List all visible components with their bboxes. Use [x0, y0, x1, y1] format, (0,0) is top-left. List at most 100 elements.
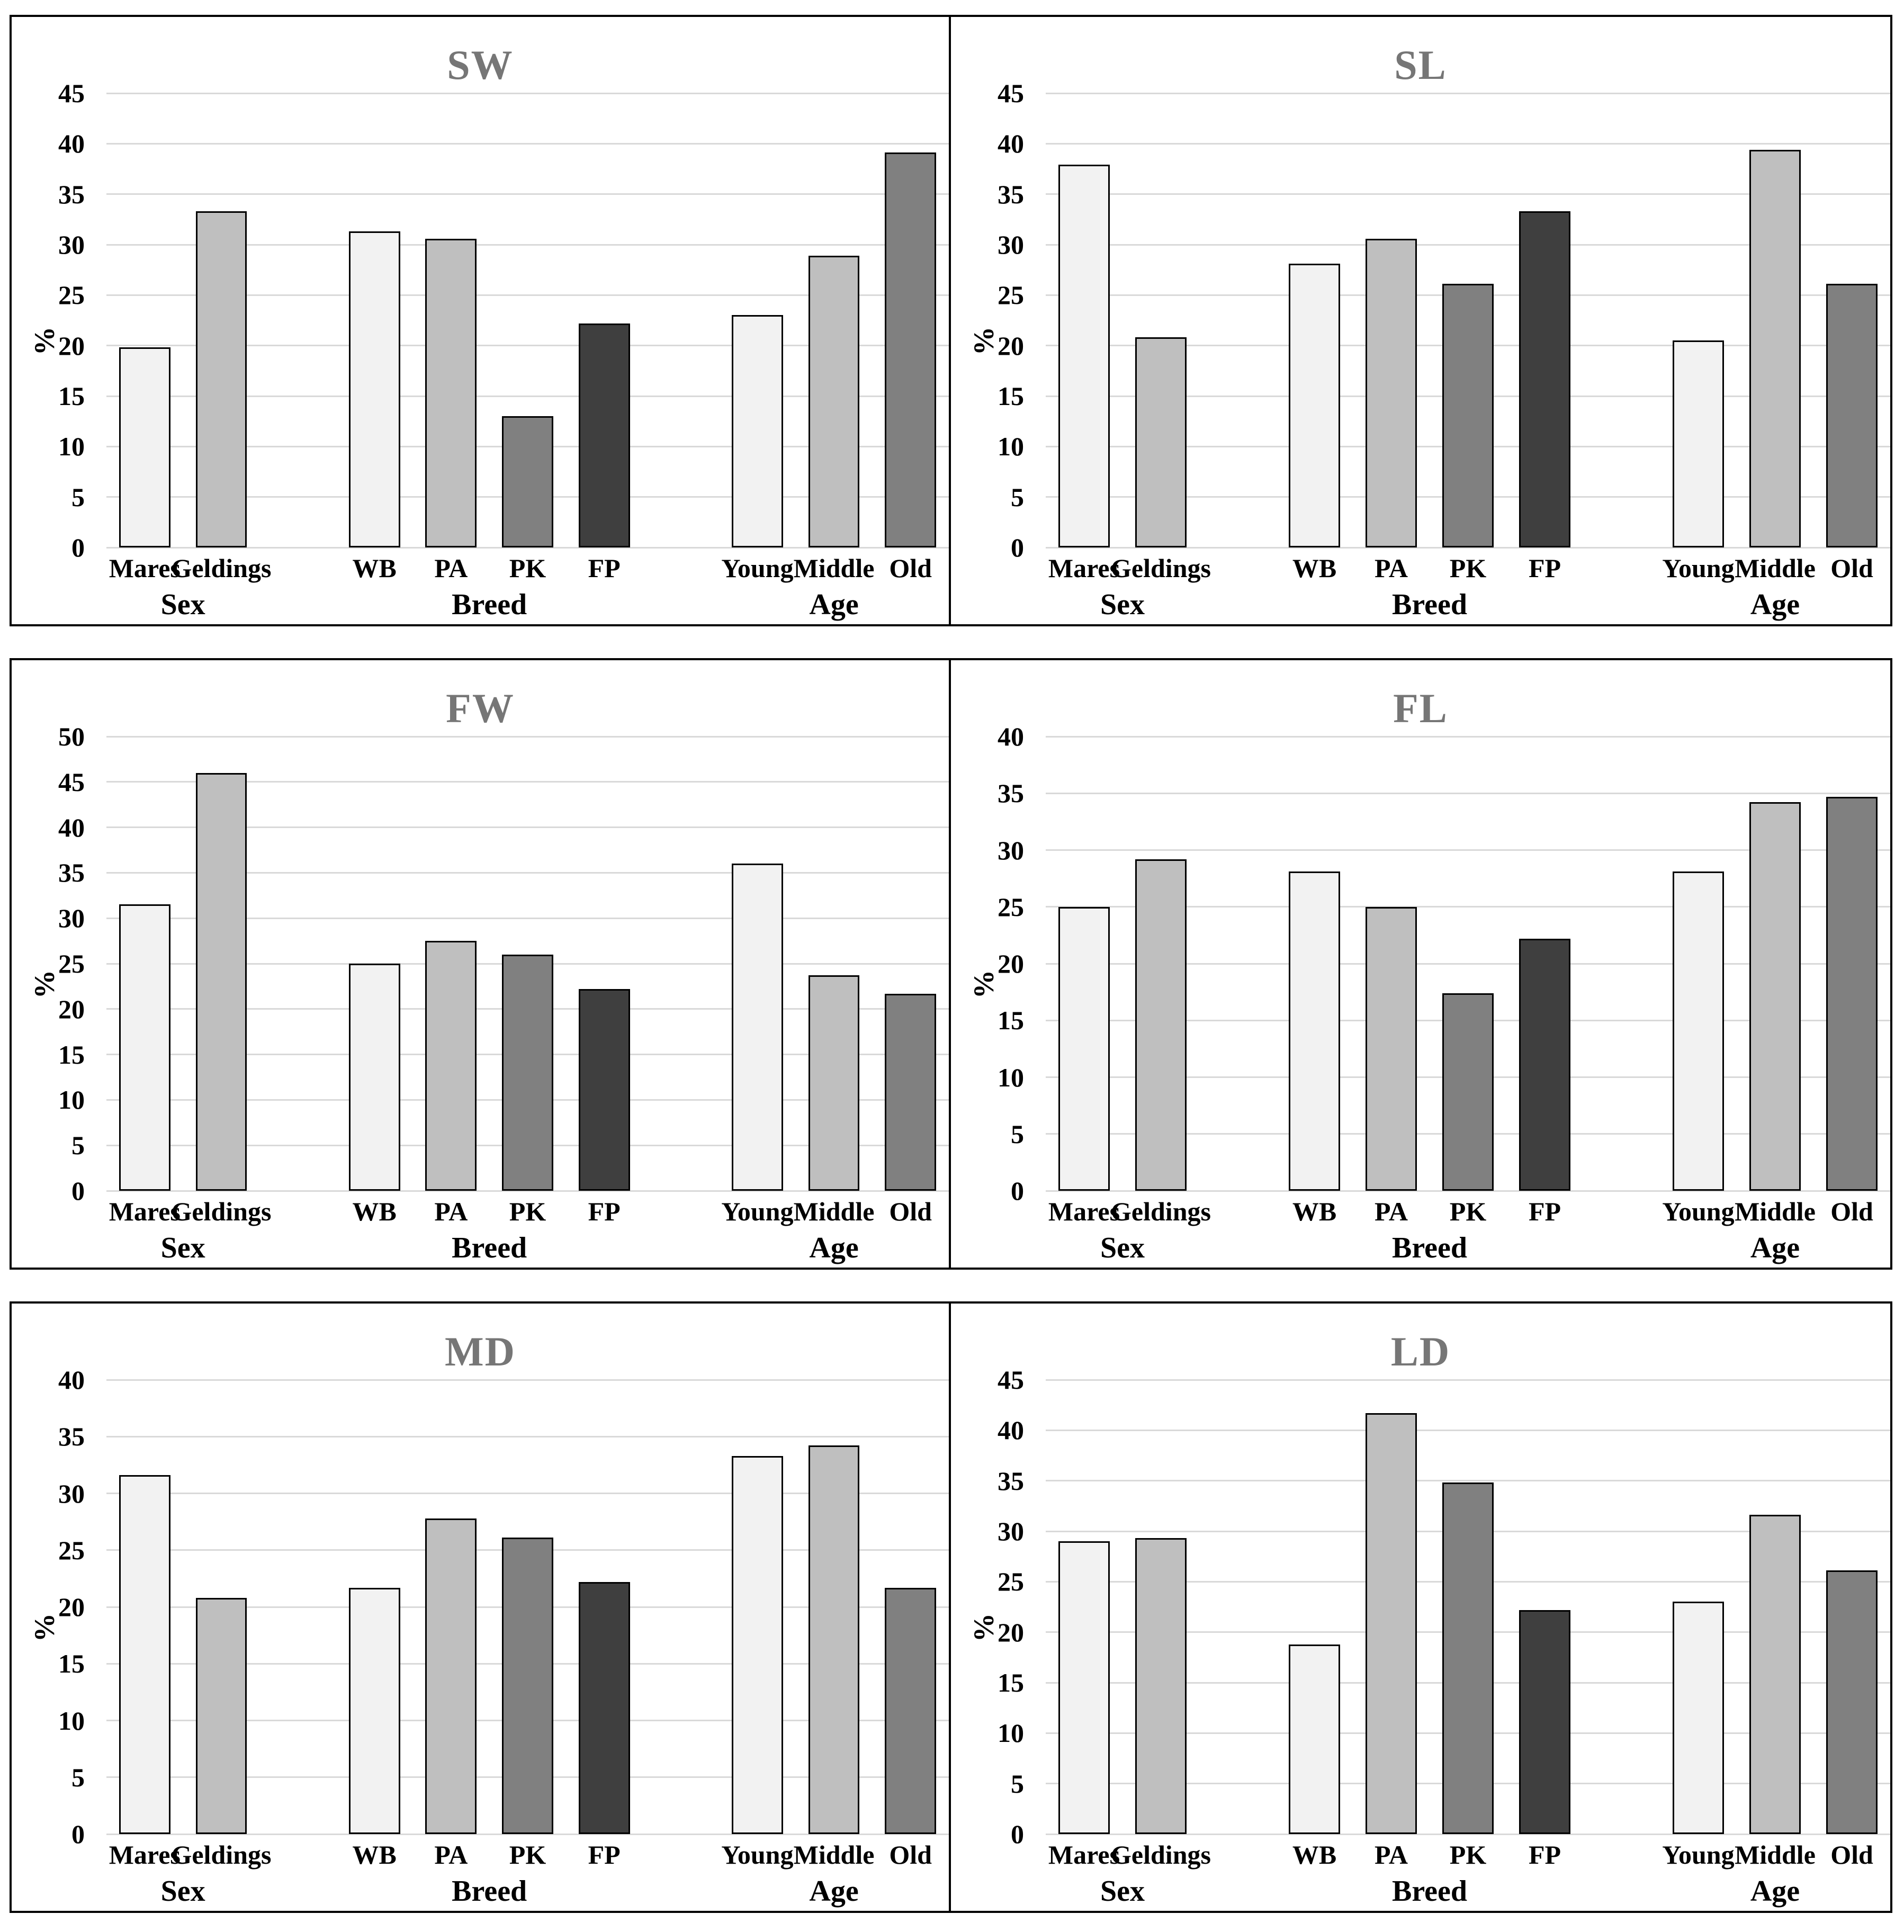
- chart-title: SL: [1394, 42, 1447, 88]
- x-tick-label: PA: [434, 1197, 468, 1226]
- bar-md-mares: [119, 1475, 170, 1834]
- chart-panel-ld: LD 0 5 10 15 20 25 30 35 40 45% Mares Geldings Sex WB P…: [951, 1301, 1892, 1913]
- group-label-breed: Breed: [452, 1875, 527, 1908]
- x-axis-labels: Mares Geldings Sex WB PA PK FP Breed Young Middle…: [1046, 547, 1890, 627]
- bar-fw-geldings: [195, 773, 247, 1191]
- x-tick-label: Geldings: [171, 1197, 272, 1226]
- x-tick-label: Geldings: [1111, 1197, 1211, 1226]
- plot-area: [106, 92, 949, 549]
- plot-area: [106, 735, 949, 1192]
- bar-sw-wb: [348, 231, 400, 547]
- y-axis-tick-label: 15: [998, 1668, 1024, 1697]
- y-axis-tick-label: 40: [58, 1365, 85, 1395]
- gridline: [106, 735, 949, 738]
- gridline: [106, 193, 949, 195]
- x-tick-label: Geldings: [1111, 1840, 1211, 1870]
- chart-panel-sl: SL 0 5 10 15 20 25 30 35 40 45% Mares Geldings Sex WB P…: [951, 15, 1892, 626]
- gridline: [1046, 193, 1890, 195]
- x-tick-label: FP: [588, 1197, 621, 1226]
- gridline: [106, 826, 949, 829]
- charts-grid: SW 0 5 10 15 20 25 30 35 40 45% Mares Geldings Sex WB P…: [10, 15, 1892, 1913]
- x-tick-label: Young: [721, 553, 794, 583]
- bar-fl-young: [1672, 871, 1725, 1191]
- gridline: [106, 1833, 949, 1835]
- chart-title: SW: [447, 42, 514, 88]
- x-tick-label: Geldings: [171, 553, 272, 583]
- x-tick-label: FP: [588, 1840, 621, 1870]
- x-tick-label: FP: [1528, 1197, 1561, 1226]
- bar-ld-pk: [1442, 1482, 1494, 1834]
- x-tick-label: Geldings: [171, 1840, 272, 1870]
- x-tick-label: PA: [434, 553, 468, 583]
- y-axis-tick-label: 35: [998, 778, 1024, 808]
- gridline: [1046, 906, 1890, 908]
- bar-ld-old: [1826, 1570, 1878, 1834]
- gridline: [1046, 963, 1890, 965]
- y-axis-tick-label: 5: [1011, 482, 1024, 512]
- y-axis-tick-label: 5: [1011, 1768, 1024, 1799]
- y-axis-tick-label: 45: [998, 1365, 1024, 1395]
- bar-fl-wb: [1288, 871, 1341, 1191]
- y-axis-tick-label: 45: [998, 78, 1024, 108]
- group-label-breed: Breed: [1391, 588, 1468, 621]
- y-axis-tick-label: 20: [998, 1617, 1024, 1647]
- y-axis-tick-label: 20: [998, 330, 1024, 361]
- gridline: [1046, 92, 1890, 94]
- gridline: [106, 1493, 949, 1494]
- bar-sl-pk: [1442, 284, 1494, 547]
- x-tick-label: WB: [352, 1840, 397, 1870]
- plot-area: [1046, 735, 1890, 1192]
- bar-md-old: [885, 1588, 937, 1834]
- y-axis-tick-label: 15: [998, 1005, 1024, 1036]
- gridline: [106, 1379, 949, 1381]
- x-tick-label: Middle: [793, 1197, 875, 1226]
- bar-sl-fp: [1519, 211, 1571, 547]
- x-tick-label: Old: [1830, 1197, 1873, 1226]
- group-label-sex: Sex: [160, 1232, 205, 1264]
- y-axis-tick-label: 30: [998, 1516, 1024, 1546]
- plot-area: [1046, 92, 1890, 549]
- chart-title: MD: [445, 1328, 516, 1374]
- bar-fw-pa: [425, 941, 477, 1191]
- x-tick-label: Mares: [109, 553, 181, 583]
- y-axis-tick-label: 35: [998, 179, 1024, 209]
- x-tick-label: PK: [509, 553, 546, 583]
- y-axis-tick-label: 15: [998, 381, 1024, 411]
- x-tick-label: Mares: [109, 1840, 181, 1870]
- gridline: [106, 345, 949, 347]
- bar-sl-wb: [1288, 264, 1341, 547]
- y-axis-tick-label: 35: [58, 858, 85, 888]
- bar-fl-pk: [1442, 993, 1494, 1191]
- x-tick-label: Young: [1662, 1197, 1735, 1226]
- y-axis-tick-label: 10: [998, 1062, 1024, 1092]
- chart-title: LD: [1390, 1328, 1451, 1374]
- x-axis-labels: Mares Geldings Sex WB PA PK FP Breed Young Middle…: [1046, 1191, 1890, 1270]
- x-tick-label: PA: [1375, 1840, 1408, 1870]
- bar-sl-mares: [1058, 165, 1110, 547]
- bar-md-pa: [425, 1518, 477, 1834]
- y-axis-tick-label: 25: [998, 892, 1024, 922]
- gridline: [106, 781, 949, 783]
- y-axis-tick-label: 45: [58, 767, 85, 797]
- bar-fw-fp: [578, 989, 630, 1191]
- y-axis-tick-label: 40: [998, 1415, 1024, 1445]
- gridline: [1046, 792, 1890, 794]
- y-axis-tick-label: 20: [58, 994, 85, 1024]
- x-tick-label: Young: [721, 1197, 794, 1226]
- bar-fl-middle: [1749, 802, 1801, 1191]
- bar-sw-middle: [808, 256, 860, 547]
- bar-sw-old: [885, 152, 937, 547]
- bar-fw-young: [731, 864, 783, 1191]
- x-tick-label: WB: [1292, 1840, 1337, 1870]
- y-axis-title: %: [29, 327, 60, 355]
- y-axis-tick-label: 45: [58, 78, 85, 108]
- chart-panel-sw: SW 0 5 10 15 20 25 30 35 40 45% Mares Geldings Sex WB P…: [10, 15, 951, 626]
- bar-ld-mares: [1058, 1541, 1110, 1834]
- bar-fl-geldings: [1135, 859, 1187, 1191]
- group-label-sex: Sex: [160, 1875, 205, 1908]
- group-label-age: Age: [809, 588, 859, 621]
- y-axis-tick-label: 10: [58, 1705, 85, 1736]
- x-tick-label: Geldings: [1111, 553, 1211, 583]
- group-label-breed: Breed: [1391, 1232, 1468, 1264]
